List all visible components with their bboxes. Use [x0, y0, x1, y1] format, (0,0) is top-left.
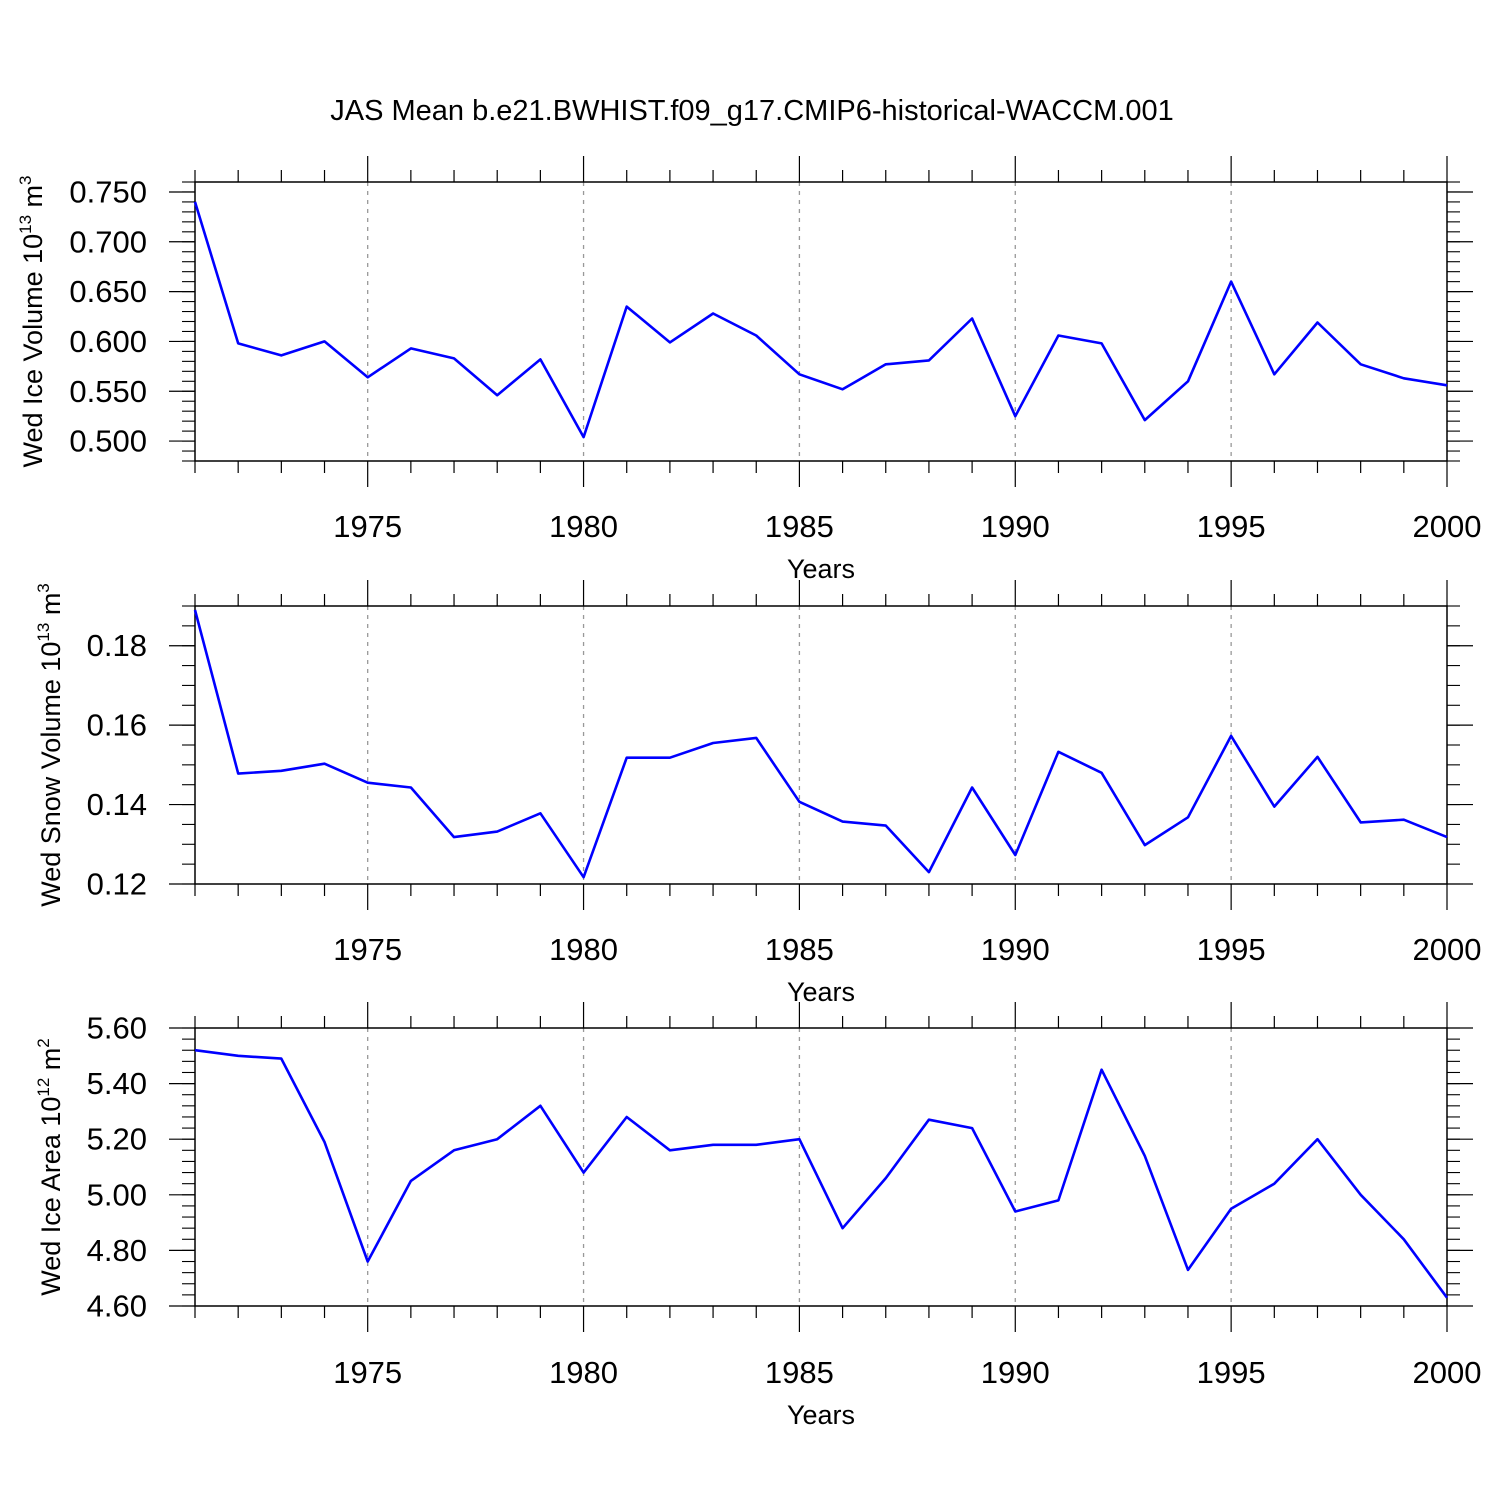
x-tick-label: 1995	[1197, 932, 1266, 967]
y-tick-label: 0.12	[87, 867, 147, 902]
y-tick-label: 0.550	[69, 374, 147, 409]
x-tick-label: 1975	[333, 509, 402, 544]
chart-panel-2: 0.12 0.14 0.16 0.18 1975 1980 1985 1990 1995 2000…	[34, 580, 1481, 1007]
x-tick-label: 1975	[333, 1355, 402, 1390]
y-axis-label-text: Wed Snow Volume 10	[36, 642, 66, 907]
x-axis-label: Years	[787, 554, 855, 584]
y-tick-label: 0.14	[87, 787, 147, 822]
x-tick-label: 2000	[1413, 509, 1482, 544]
x-tick-label: 1995	[1197, 1355, 1266, 1390]
series-line	[193, 201, 1448, 439]
y-axis-label-superscript: 13	[34, 623, 53, 642]
series-line	[193, 609, 1448, 879]
y-axis-label-text: Wed Ice Volume 10	[18, 234, 48, 468]
y-axis-label-superscript: 12	[34, 1078, 53, 1097]
y-tick-label: 0.18	[87, 628, 147, 663]
chart-panel-3: 4.60 4.80 5.00 5.20 5.40 5.60 1975 1980 1985 1990…	[34, 1002, 1481, 1430]
x-tick-label: 1980	[549, 509, 618, 544]
y-tick-label: 0.600	[69, 324, 147, 359]
x-axis-label: Years	[787, 977, 855, 1007]
y-tick-label: 5.00	[87, 1177, 147, 1212]
plot-frame	[194, 1027, 1448, 1307]
y-tick-label: 0.700	[69, 224, 147, 259]
x-tick-label: 1980	[549, 1355, 618, 1390]
figure-title: JAS Mean b.e21.BWHIST.f09_g17.CMIP6-hist…	[330, 95, 1173, 127]
x-tick-label: 1985	[765, 509, 834, 544]
x-tick-label: 2000	[1413, 932, 1482, 967]
y-axis-label-text: m	[36, 593, 66, 623]
x-tick-label: 1990	[981, 1355, 1050, 1390]
y-axis-label-text: m	[36, 1048, 66, 1078]
x-tick-label: 1975	[333, 932, 402, 967]
x-tick-label: 1990	[981, 932, 1050, 967]
y-tick-label: 0.650	[69, 274, 147, 309]
panels: 0.500 0.550 0.600 0.650 0.700 0.750 1975 1980 19…	[16, 156, 1481, 1430]
y-tick-label: 5.20	[87, 1122, 147, 1157]
x-tick-label: 1985	[765, 1355, 834, 1390]
y-tick-label: 0.500	[69, 424, 147, 459]
y-axis-label-superscript: 2	[34, 1038, 53, 1047]
x-tick-label: 1980	[549, 932, 618, 967]
y-axis-label-superscript: 3	[34, 583, 53, 592]
y-axis-label: Wed Ice Volume 1013 m3	[16, 175, 48, 467]
x-tick-label: 1995	[1197, 509, 1266, 544]
x-tick-label: 1990	[981, 509, 1050, 544]
y-axis-label: Wed Ice Area 1012 m2	[34, 1038, 66, 1296]
y-tick-label: 5.40	[87, 1066, 147, 1101]
series-line	[194, 1048, 1449, 1299]
x-tick-label: 2000	[1413, 1355, 1482, 1390]
y-tick-label: 4.80	[87, 1233, 147, 1268]
y-axis-label-superscript: 3	[16, 175, 35, 184]
x-axis-label: Years	[787, 1400, 855, 1430]
y-axis-label-superscript: 13	[16, 215, 35, 234]
x-tick-label: 1985	[765, 932, 834, 967]
plot-frame	[194, 181, 1448, 462]
y-tick-label: 0.750	[69, 174, 147, 209]
y-axis-label: Wed Snow Volume 1013 m3	[34, 583, 66, 907]
y-tick-label: 5.60	[87, 1011, 147, 1046]
chart-panel-1: 0.500 0.550 0.600 0.650 0.700 0.750 1975 1980 19…	[16, 156, 1481, 584]
plot-frame	[194, 605, 1448, 885]
y-tick-label: 4.60	[87, 1289, 147, 1324]
y-axis-label-text: m	[18, 185, 48, 215]
y-axis-label-text: Wed Ice Area 10	[36, 1097, 66, 1296]
y-tick-label: 0.16	[87, 708, 147, 743]
